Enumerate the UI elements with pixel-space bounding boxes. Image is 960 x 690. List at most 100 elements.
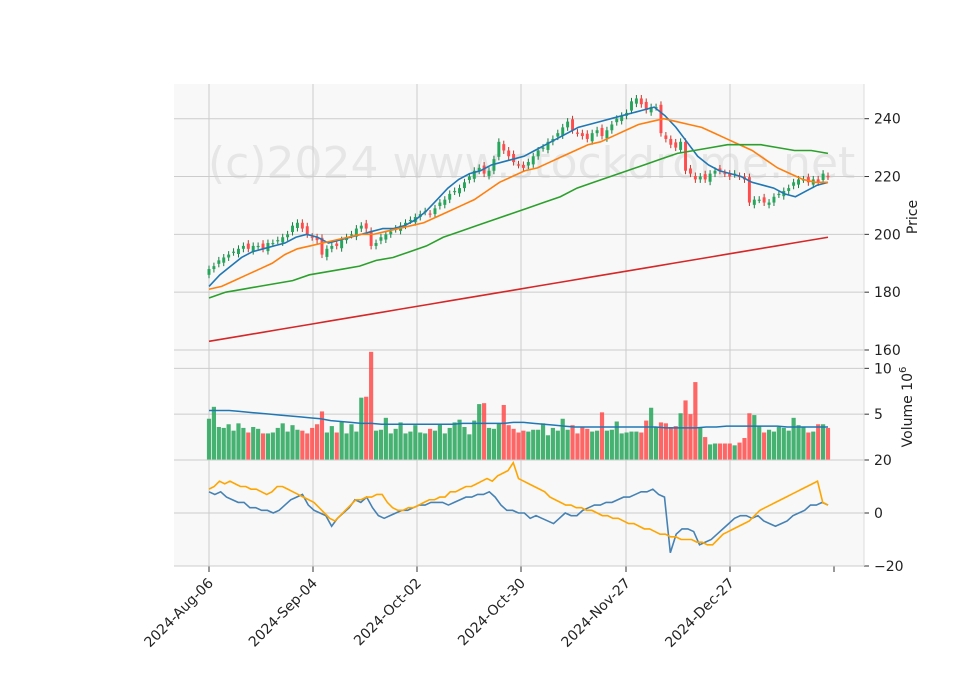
candle-body [246,243,250,249]
candle [295,219,299,232]
volume-bar [511,428,516,460]
volume-bar [496,423,501,460]
volume-bar [285,431,290,460]
volume-bar [418,432,423,460]
candle-body [281,237,285,243]
price-tick-label: 160 [874,343,901,359]
candle-body [620,115,624,122]
volume-bar [280,423,285,460]
candle-body [217,260,221,264]
volume-bar [447,427,452,460]
volume-bar [256,428,261,460]
volume-bar [717,443,723,460]
candle [310,233,314,241]
candle [792,178,796,190]
candle-body [772,196,776,203]
volume-axis-label: Volume 106 [898,367,916,448]
candle-body [728,173,732,177]
candle-body [517,164,520,166]
candle [512,150,516,166]
candle-body [546,141,550,150]
volume-bar [408,431,413,460]
candle [448,190,452,204]
volume-bar [344,433,349,460]
candle-body [679,141,683,150]
volume-bar [354,431,359,460]
candle-body [458,188,462,194]
candle [669,135,673,149]
candle [467,173,471,184]
candle [453,187,457,196]
candle-body [521,164,525,168]
candle-body [787,188,791,191]
candle [291,222,294,236]
candle-body [767,202,771,205]
candle-body [276,240,280,242]
candle [256,242,260,250]
volume-bar [649,407,654,460]
volume-bar [526,431,531,460]
volume-bar [752,415,757,460]
candle [634,94,638,108]
volume-bar [634,431,639,460]
x-tick-label: 2024-Oct-02 [351,576,425,650]
candle [241,242,245,253]
candle-body [453,190,457,193]
candle-body [693,175,697,180]
volume-bar [776,427,781,460]
candle-body [674,142,678,148]
volume-bar [550,427,555,460]
oscillator-tick-label: 20 [874,453,892,469]
volume-bar [614,421,619,460]
candle-body [708,173,712,182]
candle-body [271,243,275,245]
candle [497,138,501,161]
volume-bar [737,442,742,460]
volume-bar [251,427,256,460]
candle-body [747,177,751,203]
candle-body [575,132,579,134]
volume-bar [349,424,354,460]
volume-bar [442,433,447,460]
volume-bar [216,427,221,460]
volume-bar [540,423,546,460]
candle [359,222,363,233]
candle [806,173,810,186]
watermark-text: (c)2024 www.stockdrome.net [208,138,855,189]
candle-body [639,98,643,105]
volume-bar [732,445,737,460]
candle-body [600,127,604,137]
candle-body [595,130,599,134]
volume-bar [359,397,364,460]
candle [708,170,712,186]
candle [649,103,653,116]
candle [502,140,506,154]
volume-bar [766,429,772,460]
volume-bar [472,420,477,460]
oscillator-tick-label: 0 [874,506,883,522]
candle-body [590,133,594,142]
candle-body [703,174,707,180]
candle [487,167,491,180]
volume-bar [314,424,320,460]
candle [458,184,462,197]
candle-body [487,170,491,176]
candle [566,118,570,131]
volume-bar [629,431,634,460]
candle-body [718,168,722,171]
volume-bar [820,424,826,460]
price-axis-label: Price [905,200,921,234]
candle-body [467,176,471,180]
candle-body [428,213,432,215]
candle-body [757,199,761,201]
candle-body [644,101,648,111]
volume-bar [221,427,226,460]
volume-bar [575,433,580,460]
candle-body [335,243,339,246]
candle [703,170,707,183]
candle-body [462,182,466,189]
candle [772,193,776,207]
candle-body [325,248,329,257]
candle [276,236,280,245]
candle-body [541,147,545,149]
